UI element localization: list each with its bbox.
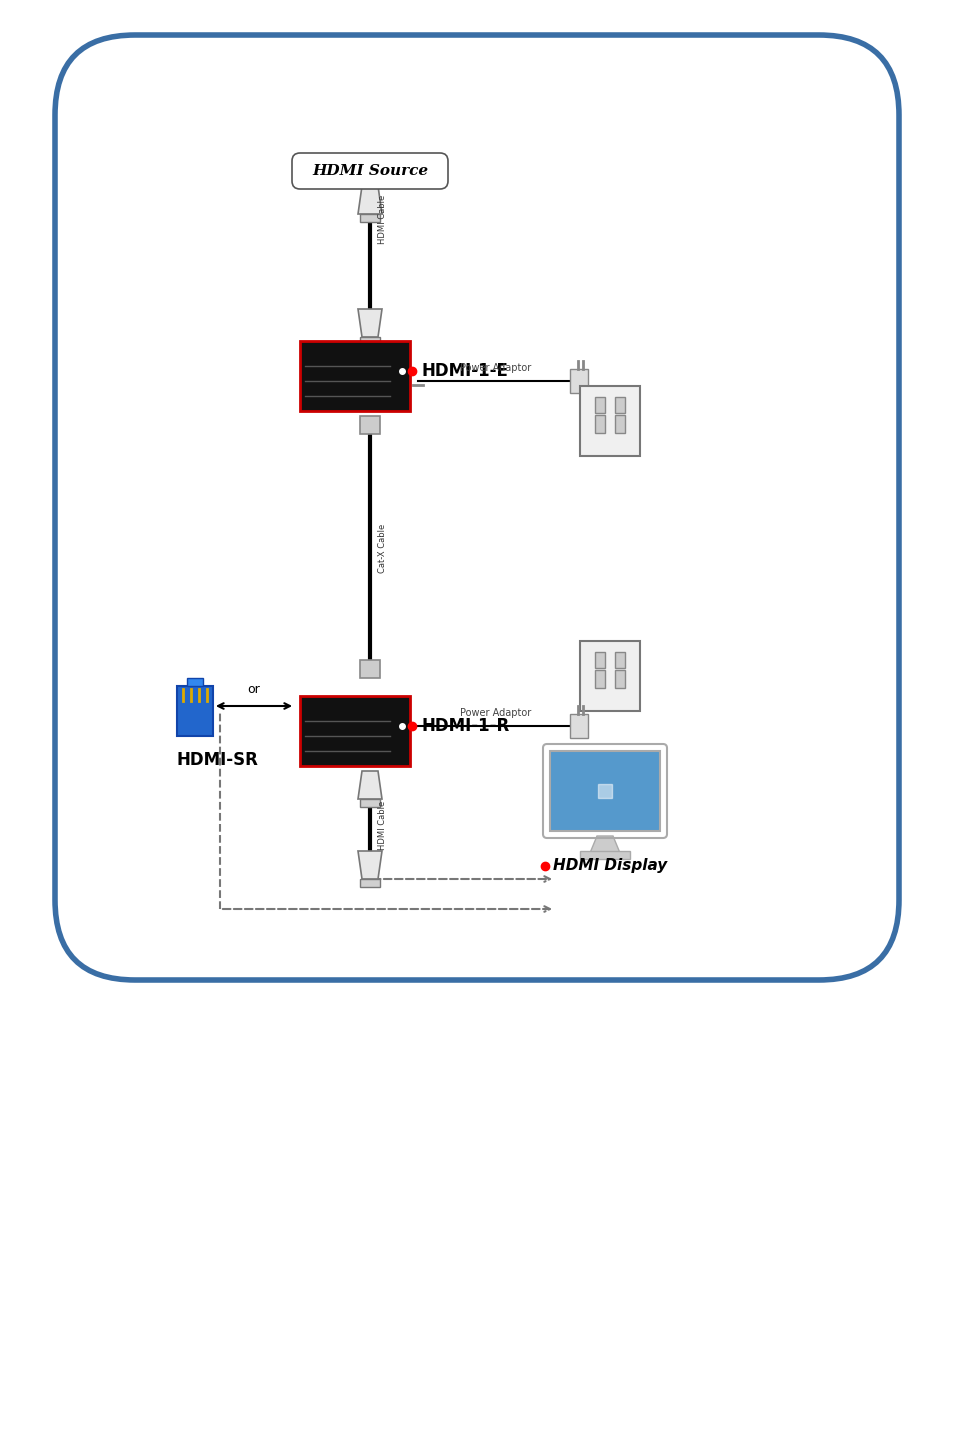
Text: or: or — [248, 683, 260, 695]
Bar — [615, 653, 624, 668]
Bar — [569, 714, 587, 738]
Text: HDMI Display: HDMI Display — [553, 859, 666, 873]
Text: HDMI-1-E: HDMI-1-E — [421, 362, 508, 381]
Polygon shape — [589, 836, 619, 853]
Text: HDMI-1-R: HDMI-1-R — [421, 717, 510, 736]
FancyBboxPatch shape — [292, 153, 448, 189]
Bar — [595, 653, 604, 668]
Text: HDMI-SR: HDMI-SR — [177, 751, 258, 768]
Bar — [359, 660, 379, 678]
Text: HDMI Source: HDMI Source — [312, 165, 428, 177]
Text: Power Adaptor: Power Adaptor — [460, 708, 531, 718]
Bar — [615, 415, 624, 434]
Text: Power Adaptor: Power Adaptor — [460, 363, 531, 373]
Bar — [359, 215, 379, 222]
Bar — [359, 336, 379, 345]
Bar — [550, 751, 659, 831]
Bar — [595, 670, 604, 688]
Bar — [359, 798, 379, 807]
Bar — [579, 386, 639, 456]
Polygon shape — [357, 186, 381, 215]
Polygon shape — [357, 771, 381, 798]
Bar — [595, 396, 604, 414]
Text: HDMI Cable: HDMI Cable — [377, 800, 387, 850]
Text: Cat-X Cable: Cat-X Cable — [377, 524, 387, 572]
Polygon shape — [357, 309, 381, 336]
Bar — [187, 678, 203, 685]
Text: HDMI Cable: HDMI Cable — [377, 195, 387, 243]
Bar — [579, 641, 639, 711]
Bar — [579, 851, 629, 859]
Bar — [595, 415, 604, 434]
Polygon shape — [357, 851, 381, 879]
Bar — [569, 369, 587, 394]
Bar — [299, 341, 410, 411]
Bar — [177, 685, 213, 736]
Bar — [299, 695, 410, 766]
Bar — [615, 396, 624, 414]
Bar — [359, 416, 379, 434]
Bar — [359, 879, 379, 887]
Bar — [615, 670, 624, 688]
